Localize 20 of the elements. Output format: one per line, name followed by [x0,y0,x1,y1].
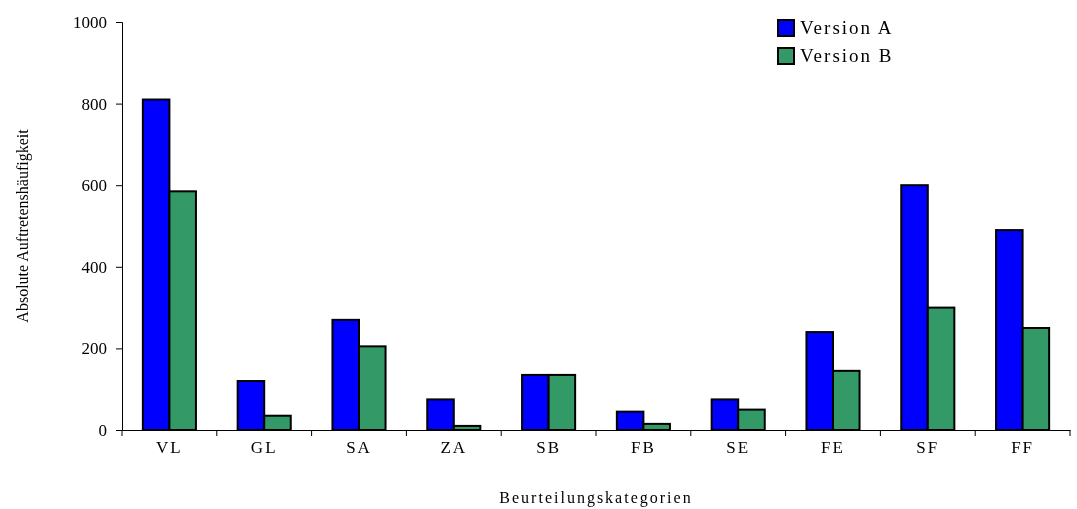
x-tick-label: SE [726,438,751,457]
y-axis-title: Absolute Auftretenshäufigkeit [14,128,32,323]
y-tick-label: 800 [81,94,107,114]
x-tick-label: FB [631,438,656,457]
y-tick-label: 200 [81,339,107,359]
x-tick-label: SA [346,438,372,457]
x-tick-label: FE [821,438,845,457]
y-tick-label: 600 [81,176,107,196]
legend-label: Version B [800,45,894,66]
x-tick-label: SB [536,438,561,457]
x-tick-label: SF [916,438,940,457]
y-tick-label: 400 [81,257,107,277]
x-tick-label: ZA [440,438,468,457]
x-tick-label: VL [156,438,183,457]
x-axis-title: Beurteilungskategorien [499,489,693,507]
legend-label: Version A [800,17,894,38]
y-tick-label: 1000 [73,12,107,32]
y-tick-label: 0 [98,420,107,440]
x-tick-label: FF [1011,438,1035,457]
x-tick-label: GL [250,438,278,457]
